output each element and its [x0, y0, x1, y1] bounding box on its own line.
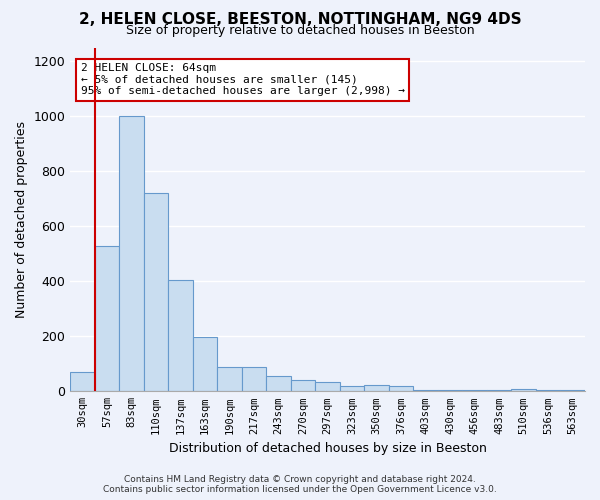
Text: Size of property relative to detached houses in Beeston: Size of property relative to detached ho… [125, 24, 475, 37]
Bar [413, 390, 438, 392]
Bar [487, 390, 511, 392]
Bar [511, 388, 536, 392]
Bar [389, 386, 413, 392]
Y-axis label: Number of detached properties: Number of detached properties [15, 121, 28, 318]
Bar [95, 246, 119, 392]
Bar [463, 390, 487, 392]
Bar [119, 116, 144, 392]
Bar [438, 390, 463, 392]
Bar [70, 372, 95, 392]
Bar [193, 337, 217, 392]
Bar [364, 386, 389, 392]
Bar [217, 366, 242, 392]
Bar [291, 380, 316, 392]
Bar [242, 366, 266, 392]
Bar [536, 390, 560, 392]
Bar [169, 280, 193, 392]
X-axis label: Distribution of detached houses by size in Beeston: Distribution of detached houses by size … [169, 442, 487, 455]
Text: Contains HM Land Registry data © Crown copyright and database right 2024.
Contai: Contains HM Land Registry data © Crown c… [103, 474, 497, 494]
Bar [340, 386, 364, 392]
Text: 2 HELEN CLOSE: 64sqm
← 5% of detached houses are smaller (145)
95% of semi-detac: 2 HELEN CLOSE: 64sqm ← 5% of detached ho… [80, 63, 404, 96]
Bar [316, 382, 340, 392]
Bar [144, 194, 169, 392]
Text: 2, HELEN CLOSE, BEESTON, NOTTINGHAM, NG9 4DS: 2, HELEN CLOSE, BEESTON, NOTTINGHAM, NG9… [79, 12, 521, 26]
Bar [560, 390, 585, 392]
Bar [266, 376, 291, 392]
